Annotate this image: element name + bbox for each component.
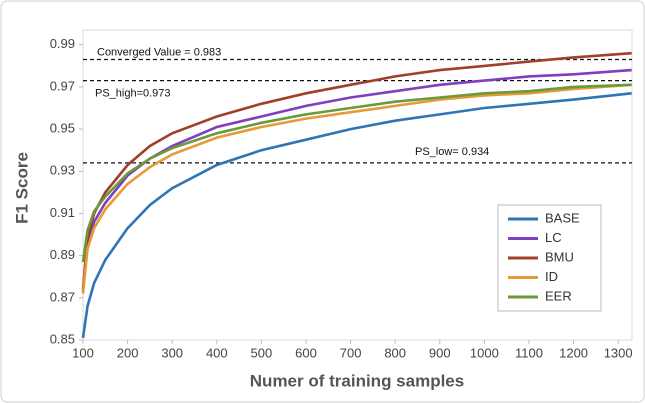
x-tick-label: 700 [340,345,362,360]
reference-label: PS_low= 0.934 [415,146,489,158]
legend-label: LC [545,230,562,245]
y-tick-label: 0.95 [50,121,75,136]
y-tick-label: 0.89 [50,247,75,262]
y-tick-label: 0.97 [50,78,75,93]
x-tick-label: 300 [161,345,183,360]
series-line [81,68,632,292]
x-tick-label: 1200 [559,345,588,360]
x-tick-label: 800 [384,345,406,360]
x-tick-label: 100 [72,345,94,360]
legend-label: BASE [545,210,580,225]
series-line [81,83,632,294]
plot-area [82,29,633,341]
legend-label: BMU [545,249,574,264]
y-axis-label: F1 Score [12,152,31,224]
series-line [81,92,632,339]
legend-label: EER [545,288,572,303]
x-tick-label: 500 [251,345,273,360]
x-tick-label: 400 [206,345,228,360]
x-axis-label: Numer of training samples [250,371,464,390]
series-line [81,83,632,263]
y-tick-label: 0.93 [50,163,75,178]
x-tick-label: 600 [295,345,317,360]
x-tick-label: 900 [429,345,451,360]
x-tick-label: 1100 [515,345,543,360]
reference-label: Converged Value = 0.983 [97,46,221,58]
y-tick-label: 0.85 [50,331,75,346]
y-tick-label: 0.91 [50,205,75,220]
x-tick-label: 200 [117,345,139,360]
y-tick-label: 0.99 [50,36,75,51]
x-tick-label: 1300 [604,345,633,360]
y-tick-label: 0.87 [50,289,75,304]
reference-label: PS_high=0.973 [95,88,171,100]
x-tick-label: 1000 [470,345,499,360]
legend-label: ID [545,269,558,284]
